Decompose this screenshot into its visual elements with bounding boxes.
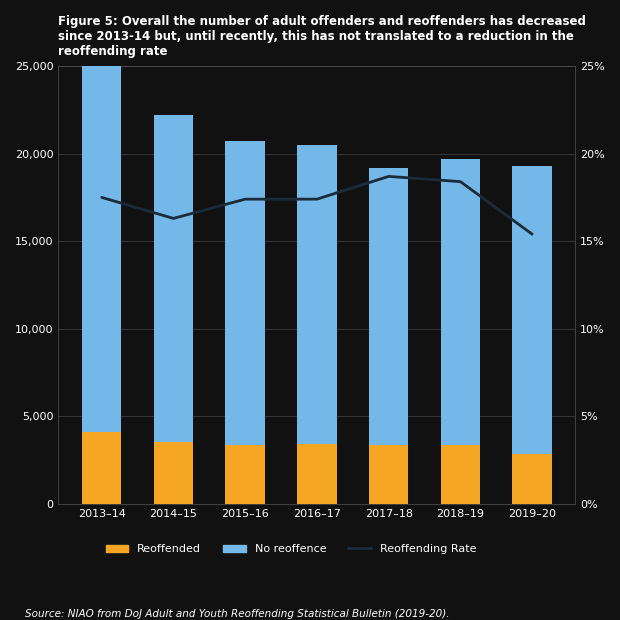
Bar	[513, 454, 552, 503]
Bar	[513, 166, 552, 454]
Reoffending Rate	[241, 195, 249, 203]
Bar	[82, 432, 122, 503]
Bar	[154, 443, 193, 503]
Reoffending Rate	[457, 178, 464, 185]
Legend: Reoffended, No reoffence, Reoffending Rate: Reoffended, No reoffence, Reoffending Ra…	[102, 540, 480, 559]
Bar	[154, 115, 193, 443]
Bar	[369, 445, 409, 503]
Bar	[82, 66, 122, 432]
Bar	[226, 141, 265, 445]
Text: Source: NIAO from DoJ Adult and Youth Reoffending Statistical Bulletin (2019-20): Source: NIAO from DoJ Adult and Youth Re…	[25, 609, 450, 619]
Bar	[297, 145, 337, 444]
Reoffending Rate	[385, 173, 392, 180]
Text: Figure 5: Overall the number of adult offenders and reoffenders has decreased
si: Figure 5: Overall the number of adult of…	[58, 15, 587, 58]
Reoffending Rate	[313, 195, 321, 203]
Reoffending Rate	[170, 215, 177, 222]
Bar	[441, 159, 480, 445]
Reoffending Rate	[98, 193, 105, 201]
Bar	[369, 167, 409, 445]
Bar	[297, 444, 337, 503]
Reoffending Rate	[528, 231, 536, 238]
Line: Reoffending Rate: Reoffending Rate	[102, 177, 532, 234]
Bar	[226, 445, 265, 503]
Bar	[441, 445, 480, 503]
